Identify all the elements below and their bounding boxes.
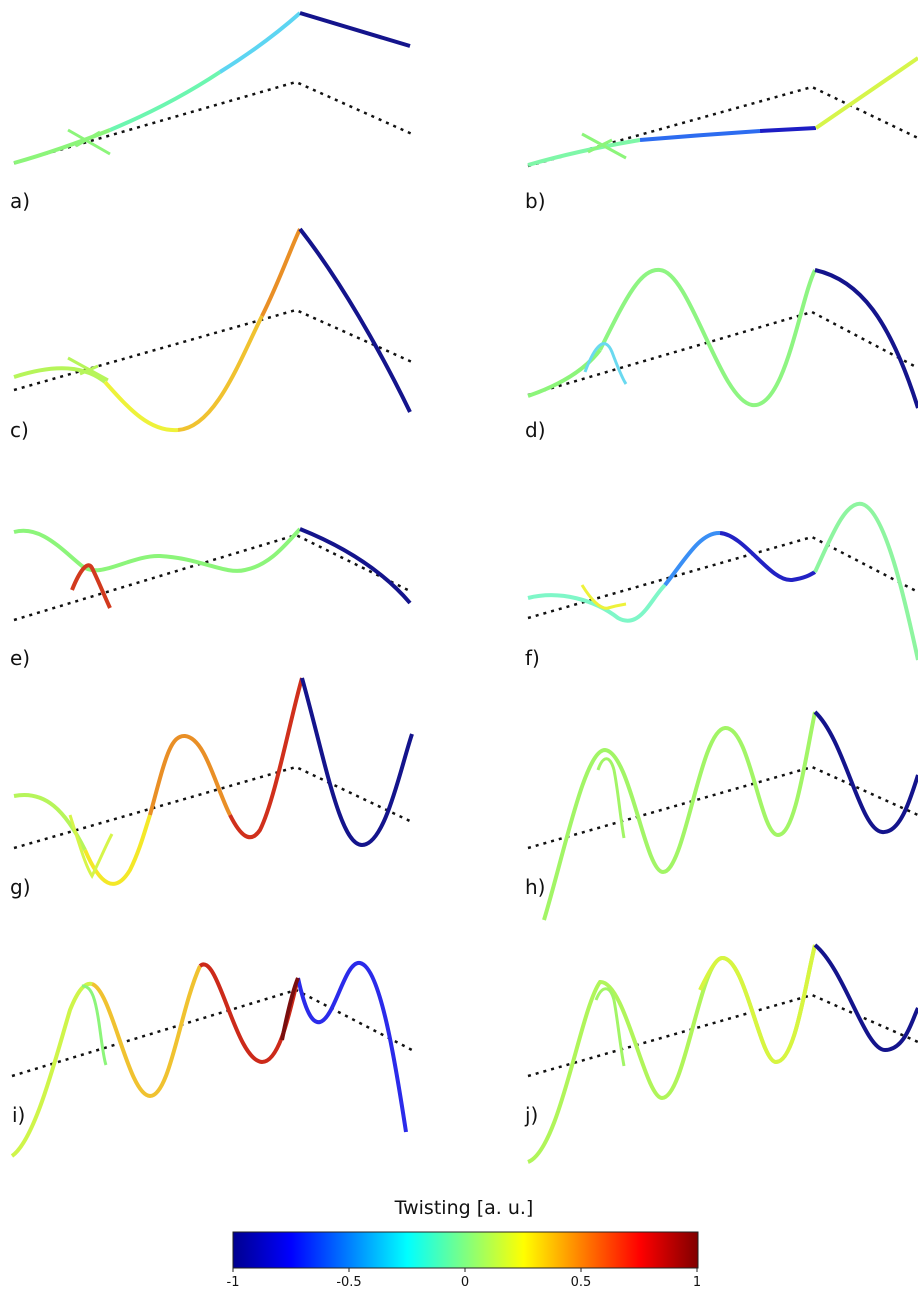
panel-h: h) (525, 710, 918, 921)
colorbar-gradient (232, 1231, 699, 1269)
filament-segment (148, 734, 232, 816)
filament-segment (542, 711, 817, 921)
reference-dotted-path (527, 310, 918, 397)
panel-label: g) (10, 875, 31, 899)
filament-segment (639, 129, 761, 142)
colorbar-tick-marks (232, 1268, 698, 1272)
filament-segment (814, 56, 918, 130)
filament-segment (698, 944, 817, 1065)
filament-segment (10, 981, 93, 1158)
filament-loop (594, 987, 626, 1067)
panel-label: c) (10, 418, 29, 442)
filament-segment (813, 501, 918, 661)
filament-segment (109, 70, 222, 132)
panel-f: f) (525, 501, 918, 670)
panel-label: b) (525, 189, 546, 213)
filament-segment (13, 366, 107, 384)
filament-cross (67, 128, 111, 156)
panel-label: i) (12, 1103, 25, 1127)
colorbar-tick-label: 0.5 (571, 1275, 592, 1290)
panel-label: a) (10, 189, 30, 213)
filament-segment (296, 961, 408, 1133)
filament-segment (13, 793, 87, 851)
filament-segment (260, 228, 302, 317)
panel-b: b) (525, 56, 918, 213)
colorbar-tick-label: 0 (461, 1275, 469, 1290)
panel-label: j) (524, 1103, 538, 1127)
panel-label: f) (525, 646, 540, 670)
filament-segment (300, 677, 414, 848)
filament-cross (67, 356, 109, 382)
filament-segment (527, 583, 667, 623)
colorbar-tick-label: -1 (227, 1275, 240, 1290)
filament-loop (583, 342, 628, 385)
filament-segment (813, 710, 918, 834)
filament-segment (719, 531, 817, 582)
reference-dotted-path (527, 535, 918, 620)
filament-segment (527, 348, 602, 398)
filament-segment (90, 965, 202, 1099)
filament-segment (759, 126, 817, 133)
panel-d: d) (525, 267, 918, 442)
filament-segment (177, 315, 264, 432)
filament-segment (228, 677, 304, 840)
filament-segment (527, 944, 817, 1164)
panel-a: a) (10, 11, 413, 213)
panel-label: e) (10, 646, 30, 670)
filament-segment (218, 11, 302, 74)
filament-loop (580, 584, 627, 610)
filament-segment (598, 267, 817, 408)
filament-segment (13, 527, 302, 573)
reference-dotted-path (13, 308, 413, 392)
filament-segment (814, 268, 918, 409)
filament-segment (299, 527, 412, 605)
panel-e: e) (10, 527, 413, 670)
colorbar-title: Twisting [a. u.] (394, 1197, 534, 1219)
panel-label: h) (525, 875, 545, 899)
filament-segment (103, 380, 179, 433)
filament-loop (596, 757, 626, 839)
panel-i: i) (10, 961, 413, 1158)
filament-segment (298, 227, 412, 413)
panel-label: d) (525, 418, 546, 442)
filament-segment (527, 138, 641, 167)
filament-segment (83, 814, 152, 886)
filament-loop (280, 977, 300, 1041)
filament-loop (81, 984, 108, 1066)
colorbar-tick-label: -0.5 (336, 1275, 361, 1290)
panel-g: g) (10, 677, 414, 899)
panel-j: j) (524, 943, 918, 1164)
colorbar-tick-label: 1 (693, 1275, 701, 1290)
reference-dotted-path (527, 85, 918, 168)
filament-cross (581, 132, 627, 160)
colorbar: Twisting [a. u.] -1 -0.5 0 0.5 1 (227, 1197, 702, 1290)
filament-loop (70, 563, 112, 609)
reference-dotted-path (13, 765, 413, 850)
filament-loop (68, 814, 114, 880)
reference-dotted-path (13, 533, 413, 622)
filament-segment (299, 11, 411, 48)
filament-segment (663, 530, 721, 587)
filament-segment (813, 943, 918, 1053)
filament-segment (198, 962, 300, 1065)
filament-segment (13, 128, 111, 165)
panel-c: c) (10, 227, 413, 442)
reference-dotted-path (13, 80, 413, 165)
reference-dotted-path (527, 993, 918, 1078)
